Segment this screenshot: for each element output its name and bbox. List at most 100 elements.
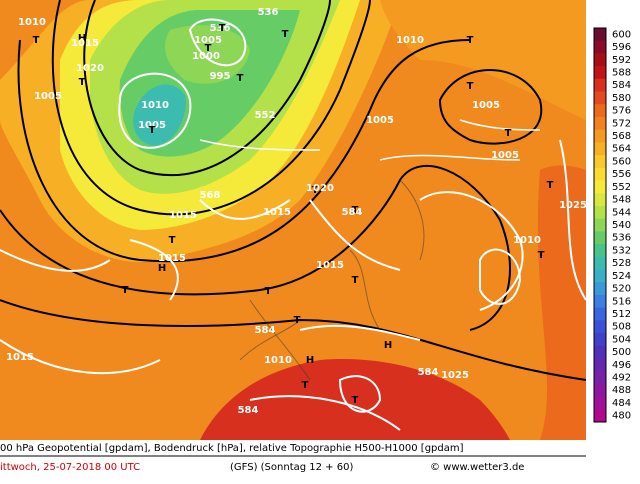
legend-swatch bbox=[594, 231, 606, 245]
legend-swatch bbox=[594, 345, 606, 359]
legend-label: 576 bbox=[612, 106, 631, 117]
map-label: 584 bbox=[238, 405, 259, 416]
map-label: 1005 bbox=[34, 91, 62, 102]
map-label: 1015 bbox=[316, 260, 344, 271]
legend-swatch bbox=[594, 155, 606, 169]
map-label: 552 bbox=[255, 110, 276, 121]
map-label: H bbox=[78, 33, 86, 44]
map-label: H bbox=[306, 355, 314, 366]
legend-swatch bbox=[594, 307, 606, 321]
map-label: 1005 bbox=[491, 150, 519, 161]
legend-label: 532 bbox=[612, 245, 631, 256]
legend-label: 596 bbox=[612, 42, 631, 53]
legend-swatch bbox=[594, 269, 606, 283]
legend-swatch bbox=[594, 218, 606, 232]
contours bbox=[0, 0, 587, 431]
map-label: 1025 bbox=[559, 200, 587, 211]
map-label: 536 bbox=[210, 23, 231, 34]
isobar bbox=[199, 119, 541, 161]
legend-label: 544 bbox=[612, 207, 631, 218]
legend-label: 568 bbox=[612, 131, 631, 142]
legend-label: 580 bbox=[612, 93, 631, 104]
legend-label: 488 bbox=[612, 385, 631, 396]
legend-label: 588 bbox=[612, 67, 631, 78]
map bbox=[0, 0, 586, 441]
legend-swatch bbox=[594, 396, 606, 410]
legend-label: 592 bbox=[612, 55, 631, 66]
map-label: 1005 bbox=[472, 100, 500, 111]
map-label: 1015 bbox=[71, 38, 99, 49]
legend-label: 492 bbox=[612, 373, 631, 384]
map-label: 1005 bbox=[194, 35, 222, 46]
map-label: T bbox=[205, 43, 212, 54]
legend-swatch bbox=[594, 193, 606, 207]
map-label: T bbox=[237, 73, 244, 84]
legend-label: 524 bbox=[612, 271, 631, 282]
legend-swatch bbox=[594, 91, 606, 105]
legend-swatch bbox=[594, 180, 606, 194]
map-label: 1015 bbox=[263, 207, 291, 218]
map-label: T bbox=[302, 380, 309, 391]
map-label: T bbox=[122, 285, 129, 296]
legend-label: 504 bbox=[612, 334, 631, 345]
map-label: T bbox=[352, 275, 359, 286]
legend-label: 500 bbox=[612, 347, 631, 358]
legend-frame bbox=[593, 27, 607, 423]
legend-swatch bbox=[594, 66, 606, 80]
legend-label: 600 bbox=[612, 29, 631, 40]
legend-label: 484 bbox=[612, 398, 631, 409]
green-core bbox=[165, 25, 250, 84]
map-label: T bbox=[352, 205, 359, 216]
legend-swatch bbox=[594, 409, 606, 423]
map-label: T bbox=[282, 29, 289, 40]
map-label: 1010 bbox=[396, 35, 424, 46]
legend-label: 512 bbox=[612, 309, 631, 320]
map-label: 584 bbox=[342, 207, 363, 218]
legend-label: 584 bbox=[612, 80, 631, 91]
legend-label: 572 bbox=[612, 118, 631, 129]
legend-label: 556 bbox=[612, 169, 631, 180]
caption-credit: © www.wetter3.de bbox=[430, 462, 524, 473]
legend: 6005965925885845805765725685645605565525… bbox=[593, 27, 631, 423]
map-label: T bbox=[538, 250, 545, 261]
legend-label: 560 bbox=[612, 156, 631, 167]
contour bbox=[17, 39, 471, 263]
legend-swatch bbox=[594, 78, 606, 93]
cyan-core bbox=[133, 84, 186, 146]
legend-label: 516 bbox=[612, 296, 631, 307]
legend-swatch bbox=[594, 205, 606, 220]
legend-swatch bbox=[594, 256, 606, 270]
legend-swatch bbox=[594, 116, 606, 131]
map-label: T bbox=[352, 395, 359, 406]
legend-swatch bbox=[594, 333, 606, 347]
map-label: T bbox=[505, 128, 512, 139]
legend-swatch bbox=[594, 28, 606, 42]
map-label: 1020 bbox=[306, 183, 334, 194]
legend-label: 496 bbox=[612, 360, 631, 371]
map-label: T bbox=[312, 185, 319, 196]
contour bbox=[438, 69, 543, 145]
legend-label: 548 bbox=[612, 195, 631, 206]
map-label: 995 bbox=[210, 71, 231, 82]
map-label: 1010 bbox=[513, 235, 541, 246]
map-label: 584 bbox=[418, 367, 439, 378]
legend-swatch bbox=[594, 371, 606, 385]
map-label: 1005 bbox=[366, 115, 394, 126]
map-label: 568 bbox=[200, 190, 221, 201]
map-label: T bbox=[467, 35, 474, 46]
map-label: T bbox=[467, 81, 474, 92]
map-label: T bbox=[294, 315, 301, 326]
legend-swatch bbox=[594, 294, 606, 309]
isobar bbox=[0, 139, 587, 431]
hot-region bbox=[200, 359, 510, 440]
map-label: 1020 bbox=[76, 63, 104, 74]
legend-label: 520 bbox=[612, 284, 631, 295]
map-label: T bbox=[219, 23, 226, 34]
contour bbox=[83, 0, 331, 177]
legend-label: 564 bbox=[612, 144, 631, 155]
map-label: 1025 bbox=[441, 370, 469, 381]
caption-background bbox=[0, 440, 586, 480]
legend-label: 480 bbox=[612, 411, 631, 422]
